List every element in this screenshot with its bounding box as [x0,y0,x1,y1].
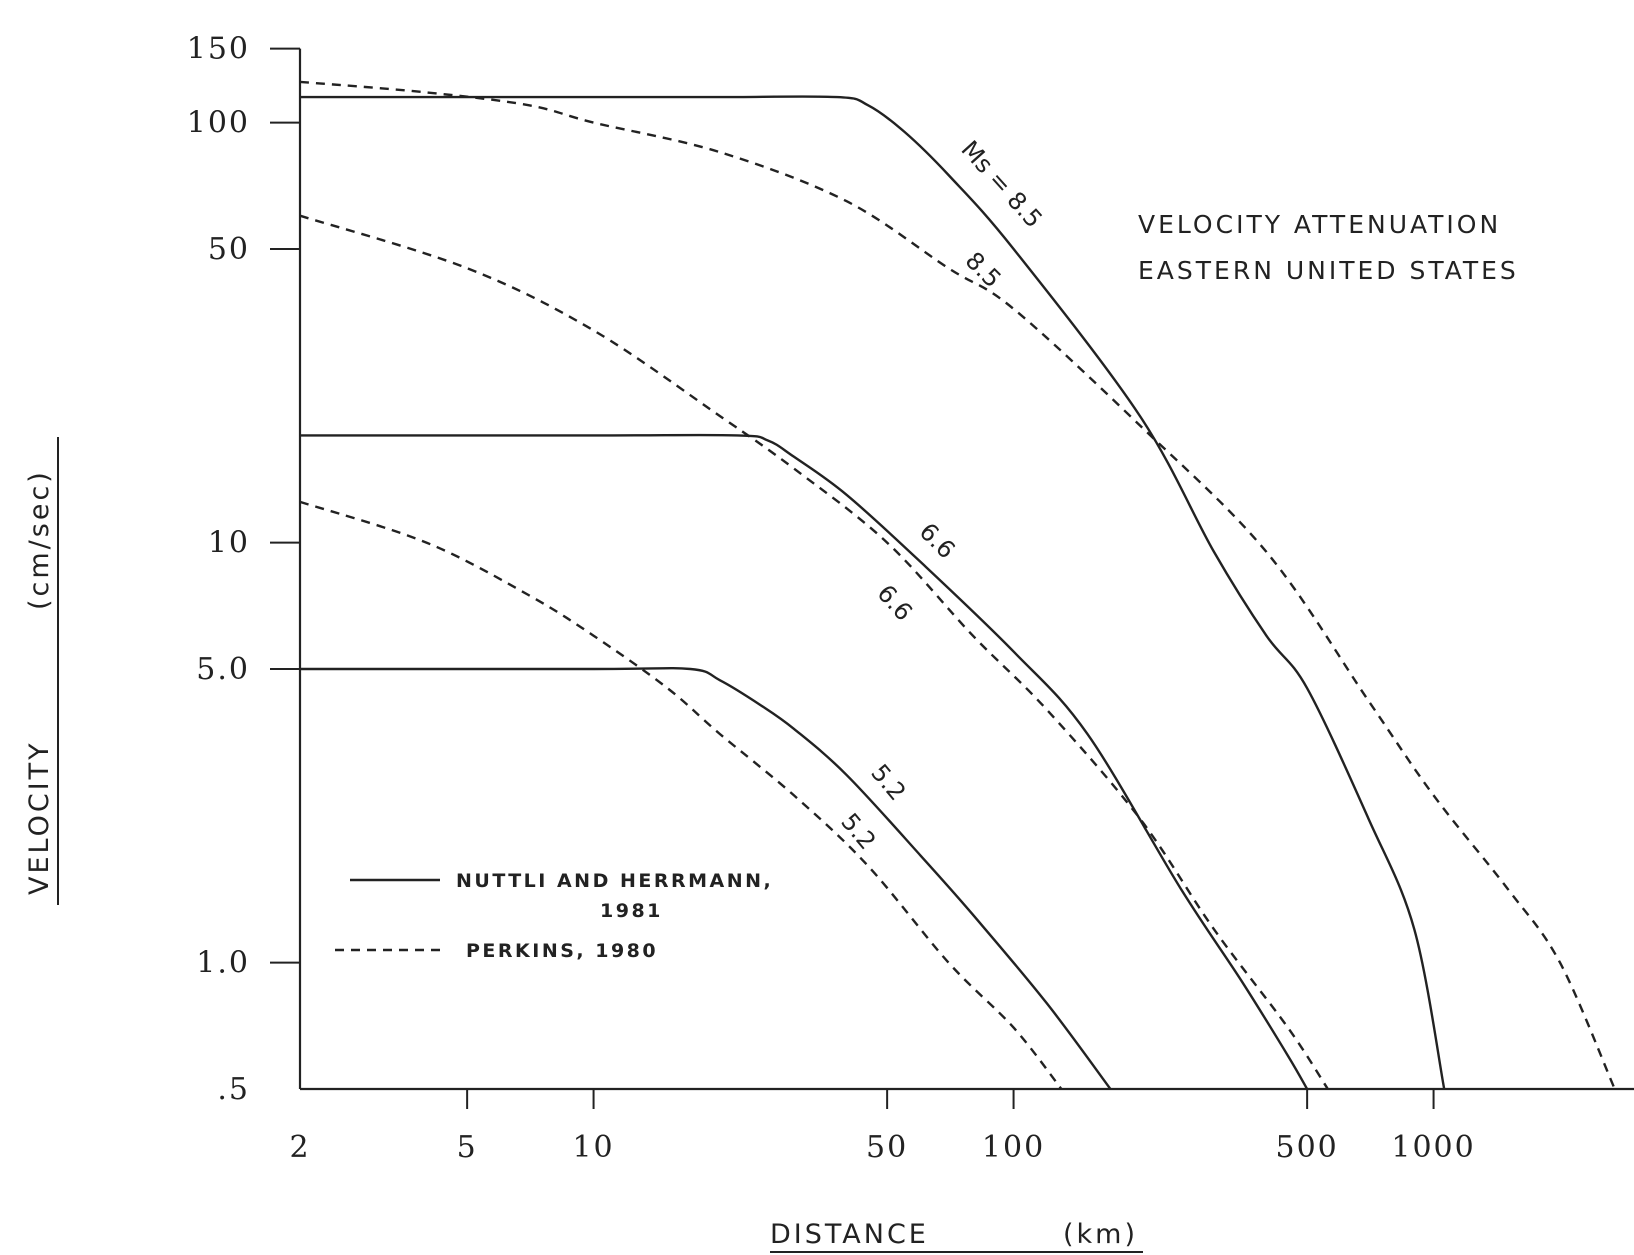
y-axis-unit: (cm/sec) [24,469,55,610]
axes [298,48,1634,1091]
x-axis-title: DISTANCE (km) [770,1219,1143,1253]
perkins-curve-5 [299,500,1063,1090]
x-tick-label: 50 [866,1130,908,1165]
curve-label: 5.2 [865,759,911,806]
nuttli-herrmann-curve-4 [300,666,1112,1090]
x-tick-label: 10 [572,1130,614,1165]
x-tick-label: 2 [289,1130,310,1165]
chart-title-line-2: EASTERN UNITED STATES [1138,256,1519,285]
nuttli-herrmann-curve-0 [300,95,1446,1090]
x-axis-unit: (km) [1063,1219,1138,1250]
curve-label: 6.6 [872,579,918,626]
y-tick-label: 100 [187,106,250,141]
x-axis-label: DISTANCE [770,1219,929,1250]
y-tick-label: 5.0 [196,652,250,687]
nuttli-herrmann-curve-2 [300,433,1309,1090]
x-tick-label: 5 [457,1130,478,1165]
legend-label-solid: NUTTLI AND HERRMANN, [456,870,773,892]
ticks: .5 1.0 5.0 10 50 100 150 2 5 10 50 100 500 1000 [187,32,1475,1165]
chart-title-line-1: VELOCITY ATTENUATION [1138,210,1501,239]
y-tick-label: 10 [208,526,250,561]
legend-label-solid-year: 1981 [600,900,663,922]
x-tick-label: 1000 [1391,1130,1475,1165]
legend-label-dashed: PERKINS, 1980 [466,940,658,962]
y-tick-label: .5 [217,1072,250,1107]
x-tick-label: 100 [982,1130,1045,1165]
x-tick-label: 500 [1276,1130,1339,1165]
curve-label: 8.5 [960,246,1007,293]
legend: NUTTLI AND HERRMANN, 1981 PERKINS, 1980 [335,870,773,962]
curves [299,80,1616,1090]
y-axis-title: VELOCITY (cm/sec) [24,469,55,895]
curve-label: Ms = 8.5 [956,135,1048,233]
y-axis-label: VELOCITY [24,740,55,895]
curve-label: 5.2 [835,808,881,855]
curve-labels: Ms = 8.5 8.5 6.6 6.6 5.25.2 [835,135,1047,855]
curve-label: 6.6 [914,517,961,564]
y-tick-label: 1.0 [196,946,250,981]
y-tick-label: 50 [208,232,250,267]
perkins-curve-1 [299,80,1616,1090]
y-tick-label: 150 [187,32,250,67]
perkins-curve-3 [299,214,1329,1090]
